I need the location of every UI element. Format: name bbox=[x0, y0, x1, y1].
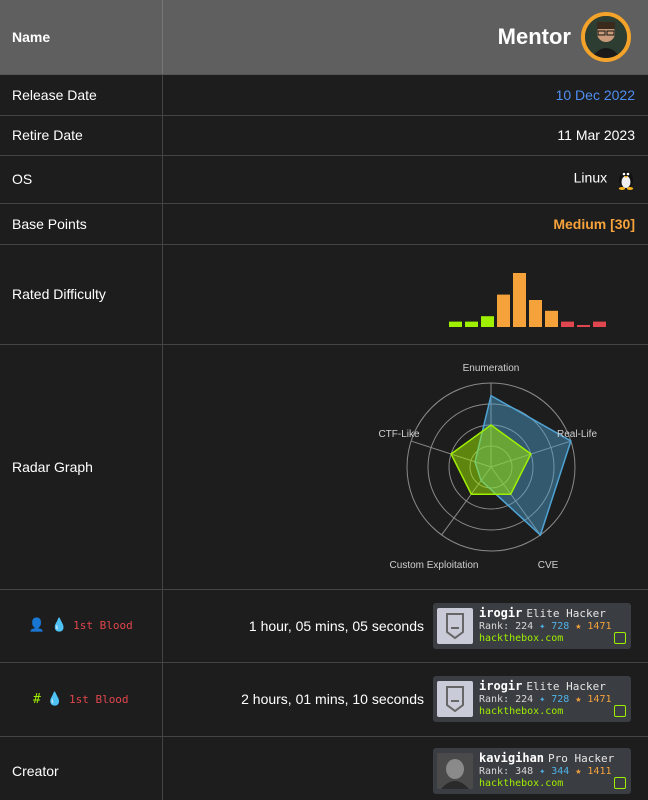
root-blood-time: 2 hours, 01 mins, 10 seconds bbox=[241, 691, 424, 707]
root-blood-rank: Rank: 224 bbox=[479, 694, 534, 705]
creator-rank-title: Pro Hacker bbox=[548, 752, 615, 765]
creator-rank: Rank: 348 bbox=[479, 766, 534, 777]
creator-site[interactable]: hackthebox.com bbox=[479, 778, 564, 789]
retire-date: 11 Mar 2023 bbox=[162, 115, 648, 156]
difficulty-bar bbox=[561, 321, 574, 327]
box-name: Mentor bbox=[497, 23, 571, 49]
hash-icon: # bbox=[32, 691, 41, 707]
header-row: Name Mentor bbox=[0, 0, 648, 75]
os-value: Linux bbox=[573, 169, 608, 186]
root-blood-username[interactable]: irogir bbox=[479, 679, 523, 693]
root-blood-label: 1st Blood bbox=[68, 692, 129, 706]
user-blood-rank: Rank: 224 bbox=[479, 620, 534, 632]
difficulty-bar bbox=[545, 310, 558, 327]
root-blood-row: # 💧 1st Blood 2 hours, 01 mins, 10 secon… bbox=[0, 662, 648, 737]
box-avatar bbox=[581, 11, 631, 62]
retire-label: Retire Date bbox=[0, 115, 163, 156]
radar-axis-label: CTF-Like bbox=[378, 429, 420, 440]
cube-icon bbox=[614, 777, 626, 789]
os-label: OS bbox=[0, 155, 163, 204]
points-row: Base Points Medium [30] bbox=[0, 203, 648, 245]
difficulty-chart bbox=[449, 273, 606, 327]
root-blood-respect: 1471 bbox=[587, 694, 612, 705]
creator-username[interactable]: kavigihan bbox=[479, 751, 545, 765]
user-blood-respect: 1471 bbox=[587, 620, 612, 632]
radar-series-2 bbox=[449, 423, 532, 495]
cube-icon bbox=[614, 631, 626, 644]
os-row: OS Linux bbox=[0, 155, 648, 204]
creator-respect: 1411 bbox=[587, 766, 612, 777]
release-row: Release Date 10 Dec 2022 bbox=[0, 74, 648, 116]
user-blood-time: 1 hour, 05 mins, 05 seconds bbox=[248, 617, 424, 634]
user-blood-label: 1st Blood bbox=[73, 619, 133, 632]
radar-axis-label: Enumeration bbox=[462, 363, 519, 374]
base-points: Medium [30] bbox=[162, 203, 648, 245]
user-avatar bbox=[437, 681, 473, 717]
root-blood-rank-title: Elite Hacker bbox=[526, 680, 606, 693]
name-label: Name bbox=[0, 0, 163, 75]
root-blood-site[interactable]: hackthebox.com bbox=[479, 706, 564, 717]
difficulty-bar bbox=[513, 273, 526, 327]
creator-card[interactable]: kavigihan Pro Hacker Rank: 348 ✦ 344 ★ 14… bbox=[433, 748, 631, 794]
blood-drop-icon: 💧 bbox=[50, 618, 68, 633]
cube-icon bbox=[614, 705, 626, 717]
difficulty-bar bbox=[497, 294, 510, 327]
user-blood-site[interactable]: hackthebox.com bbox=[479, 632, 564, 644]
release-date[interactable]: 10 Dec 2022 bbox=[162, 74, 648, 116]
user-blood-rank-title: Elite Hacker bbox=[526, 606, 606, 620]
difficulty-bar bbox=[481, 316, 494, 327]
user-avatar bbox=[437, 607, 473, 644]
radar-label: Radar Graph bbox=[0, 344, 163, 590]
blood-drop-icon: 💧 bbox=[46, 691, 63, 707]
points-label: Base Points bbox=[0, 203, 163, 245]
user-blood-points: 728 bbox=[551, 620, 570, 632]
difficulty-bar bbox=[529, 300, 542, 327]
creator-label: Creator bbox=[0, 736, 163, 800]
difficulty-bar bbox=[465, 321, 478, 327]
user-icon: 👤 bbox=[28, 618, 45, 633]
creator-row: Creator kavigihan Pro Hacker Rank: 348 ✦ … bbox=[0, 736, 648, 800]
difficulty-bar bbox=[577, 325, 590, 327]
difficulty-label: Rated Difficulty bbox=[0, 244, 163, 345]
linux-penguin-icon bbox=[618, 171, 634, 190]
creator-points: 344 bbox=[551, 766, 570, 777]
user-blood-row: 👤 💧 1st Blood 1 hour, 05 mins, 05 second… bbox=[0, 589, 648, 663]
creator-avatar bbox=[437, 753, 473, 789]
radar-axis-label: CVE bbox=[537, 560, 558, 571]
radar-row: Radar Graph Enumeration Real-Life CVE Custo… bbox=[0, 344, 648, 590]
root-blood-card[interactable]: irogir Elite Hacker Rank: 224 ✦ 728 ★ 147… bbox=[433, 676, 631, 722]
root-blood-points: 728 bbox=[551, 694, 570, 705]
difficulty-row: Rated Difficulty bbox=[0, 244, 648, 345]
radar-axis-label: Real-Life bbox=[556, 429, 596, 440]
user-blood-username[interactable]: irogir bbox=[479, 605, 523, 620]
retire-row: Retire Date 11 Mar 2023 bbox=[0, 115, 648, 156]
radar-axis-label: Custom Exploitation bbox=[389, 560, 478, 571]
release-label: Release Date bbox=[0, 74, 163, 116]
radar-chart: Enumeration Real-Life CVE Custom Exploitati… bbox=[378, 363, 597, 571]
difficulty-bar bbox=[449, 321, 462, 327]
user-blood-card[interactable]: irogir Elite Hacker Rank: 224 ✦ 728 ★ 147… bbox=[433, 602, 631, 649]
difficulty-bar bbox=[593, 321, 606, 327]
